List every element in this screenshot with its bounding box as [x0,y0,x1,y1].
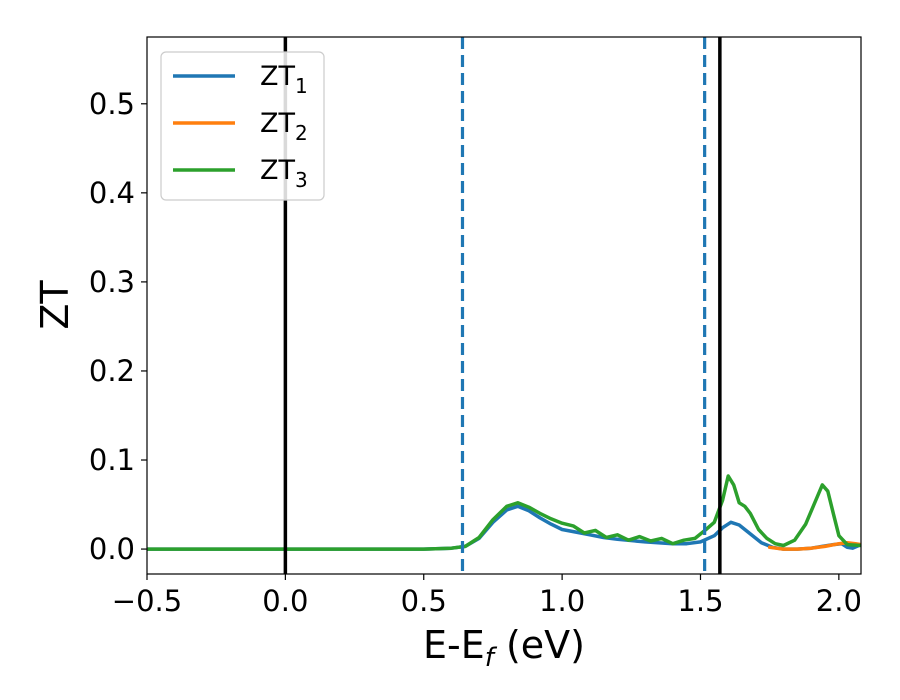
y-tick-label: 0.0 [89,532,135,566]
x-axis: −0.5 0.0 0.5 1.0 1.5 2.0 [112,574,862,618]
y-tick-label: 0.5 [89,87,135,121]
y-tick-label: 0.2 [89,354,135,388]
y-axis-title: ZT [33,280,77,330]
x-tick-label: 1.5 [677,584,723,618]
legend-label-zt3: ZT3 [260,155,308,192]
legend-box [160,51,325,201]
x-tick-label: 0.0 [262,584,308,618]
legend-label-zt1: ZT1 [260,61,308,98]
series-line-zt1 [147,504,861,551]
axes-frame [146,36,862,575]
x-axis-title: E-Ef (eV) [423,623,585,673]
x-axis-title-unit: (eV) [494,623,585,667]
legend: ZT1 ZT2 ZT3 [160,51,325,201]
series-line-zt3 [147,474,861,551]
y-tick-label: 0.1 [89,443,135,477]
y-axis: 0.0 0.1 0.2 0.3 0.4 0.5 [89,87,147,566]
y-tick-label: 0.4 [89,176,135,210]
legend-label-zt2: ZT2 [260,108,308,145]
x-tick-label: 2.0 [816,584,862,618]
y-tick-label: 0.3 [89,265,135,299]
x-tick-label: −0.5 [112,584,182,618]
x-tick-label: 1.0 [539,584,585,618]
x-tick-label: 0.5 [401,584,447,618]
